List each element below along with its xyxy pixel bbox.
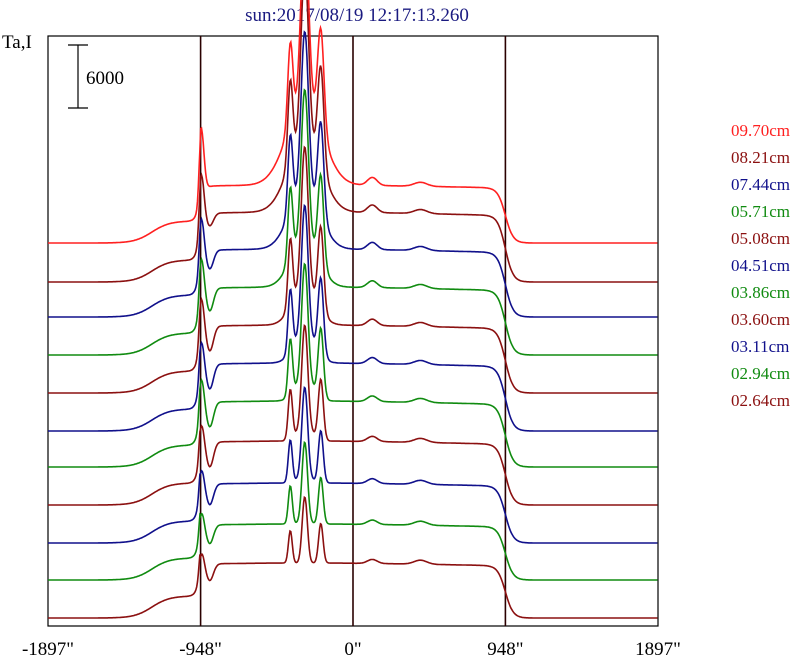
legend: 09.70cm 08.21cm 07.44cm 05.71cm 05.08cm …: [731, 121, 790, 410]
legend-entry: 05.08cm: [731, 229, 790, 248]
scale-bar-label: 6000: [86, 68, 124, 89]
x-tick-label: 0": [344, 639, 361, 660]
series-line-02.64cm: [48, 495, 658, 619]
series-line-02.94cm: [48, 440, 658, 581]
legend-entry: 07.44cm: [731, 175, 790, 194]
series-line-09.70cm: [48, 0, 658, 244]
legend-entry: 02.94cm: [731, 364, 790, 383]
series-line-03.86cm: [48, 262, 658, 468]
series-line-08.21cm: [48, 0, 658, 283]
scale-bar: 6000: [68, 44, 124, 109]
x-tick-label: -948": [179, 639, 222, 660]
reference-lines: [199, 36, 507, 626]
legend-entry: 04.51cm: [731, 256, 790, 275]
series-line-03.60cm: [48, 324, 658, 506]
y-axis-label: Ta,I: [2, 32, 32, 53]
series-line-05.08cm: [48, 145, 658, 394]
legend-entry: 03.86cm: [731, 283, 790, 302]
legend-entry: 05.71cm: [731, 202, 790, 221]
legend-entry: 03.11cm: [731, 337, 789, 356]
chart-title: sun:2017/08/19 12:17:13.260: [245, 5, 469, 26]
x-tick-label: -1897": [22, 639, 74, 660]
series-line-03.11cm: [48, 386, 658, 544]
x-tick-label: 948": [487, 639, 523, 660]
x-tick-label: 1897": [635, 639, 681, 660]
legend-entry: 03.60cm: [731, 310, 790, 329]
legend-entry: 02.64cm: [731, 391, 790, 410]
x-axis-ticks: -1897" -948" 0" 948" 1897": [22, 639, 681, 660]
series-line-07.44cm: [48, 30, 658, 318]
legend-entry: 08.21cm: [731, 148, 790, 167]
series-curves: [48, 0, 658, 619]
legend-entry: 09.70cm: [731, 121, 790, 140]
series-line-05.71cm: [48, 88, 658, 356]
series-line-04.51cm: [48, 203, 658, 432]
